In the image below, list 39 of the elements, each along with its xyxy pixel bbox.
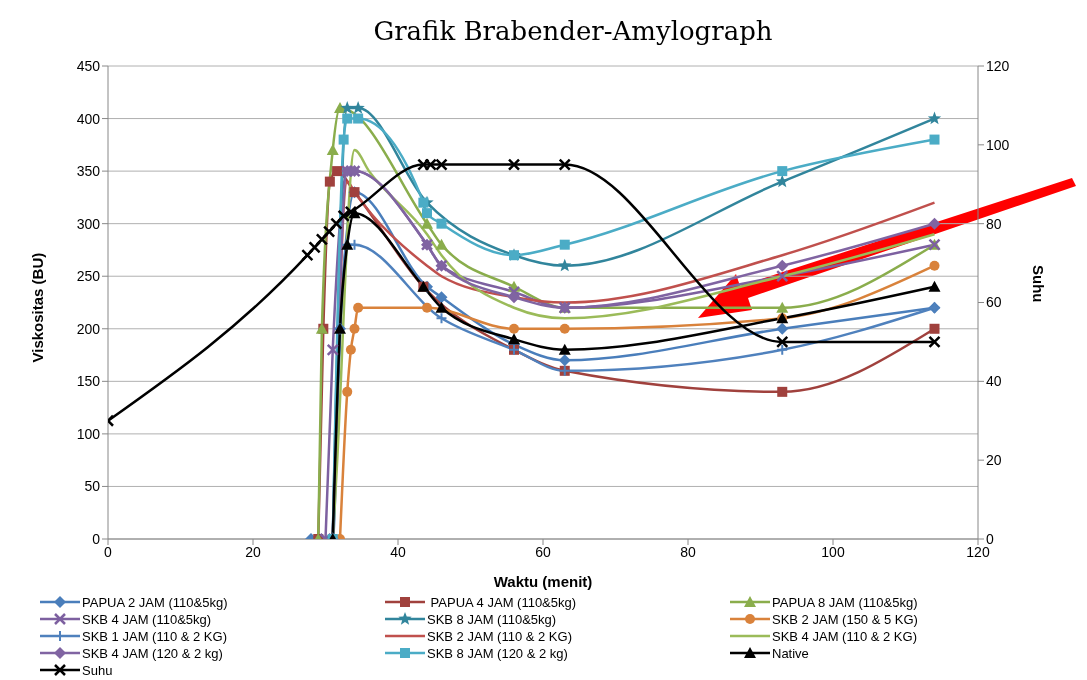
legend-label: PAPUA 2 JAM (110&5kg) [82, 594, 228, 610]
y2-tick-label: 120 [986, 57, 1010, 74]
legend-label: SKB 2 JAM (150 & 5 KG) [772, 611, 918, 627]
y-tick-label: 200 [76, 320, 101, 337]
chart-title: Grafik Brabender-Amylograph [372, 15, 774, 48]
y-tick-label: 400 [76, 110, 101, 127]
y-tick-label: 0 [92, 530, 101, 547]
y-tick-label: 50 [84, 478, 101, 495]
legend-label: Native [772, 645, 809, 661]
legend-label: SKB 4 JAM (110&5kg) [82, 611, 212, 627]
y2-tick-label: 80 [986, 215, 1002, 232]
y2-tick-label: 20 [986, 452, 1002, 469]
y2-axis-title: Suhu [1029, 265, 1047, 303]
y2-tick-label: 60 [986, 294, 1002, 311]
legend-label: PAPUA 4 JAM (110&5kg) [429, 594, 577, 610]
legend-label: SKB 4 JAM (110 & 2 KG) [772, 628, 917, 644]
legend-label: SKB 8 JAM (120 & 2 kg) [427, 645, 568, 661]
y2-tick-label: 100 [986, 136, 1010, 153]
legend-label: SKB 1 JAM (110 & 2 KG) [82, 628, 227, 644]
x-tick-label: 0 [104, 543, 113, 560]
legend-label: PAPUA 8 JAM (110&5kg) [772, 594, 918, 610]
legend-label: SKB 8 JAM (110&5kg) [427, 611, 557, 627]
y-tick-label: 450 [76, 57, 101, 74]
x-tick-label: 80 [680, 543, 696, 560]
y-tick-label: 300 [76, 215, 101, 232]
x-axis-title: Waktu (menit) [493, 573, 593, 590]
x-tick-label: 40 [390, 543, 406, 560]
x-tick-label: 20 [245, 543, 261, 560]
y2-tick-label: 40 [986, 373, 1002, 390]
y-tick-label: 100 [76, 425, 101, 442]
x-tick-label: 100 [821, 543, 845, 560]
legend-label: SKB 2 JAM (110 & 2 KG) [427, 628, 572, 644]
y-tick-label: 150 [76, 373, 101, 390]
legend-label: SKB 4 JAM (120 & 2 kg) [82, 645, 223, 661]
y-tick-label: 250 [76, 268, 101, 285]
legend-label: Suhu [82, 662, 113, 678]
y-axis-title: Viskositas (BU) [29, 252, 47, 363]
x-tick-label: 60 [535, 543, 551, 560]
y-tick-label: 350 [76, 163, 101, 180]
